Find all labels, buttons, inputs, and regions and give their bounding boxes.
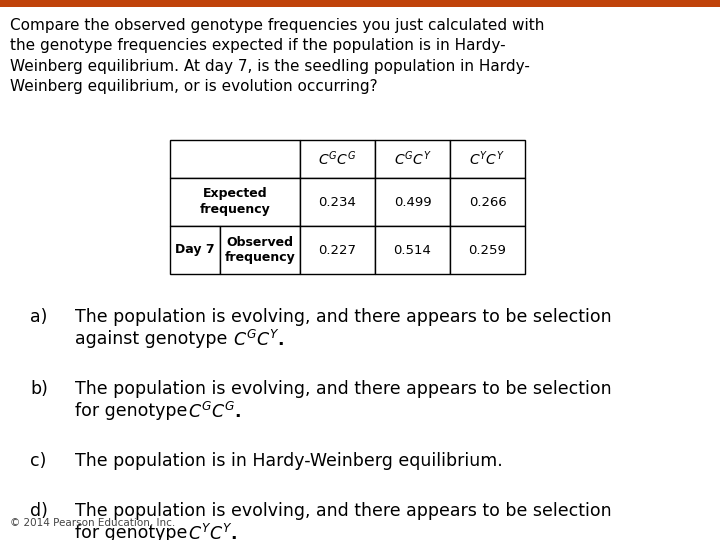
Text: d): d): [30, 502, 48, 520]
Bar: [450, 226, 525, 274]
Bar: [450, 140, 525, 178]
Text: © 2014 Pearson Education, Inc.: © 2014 Pearson Education, Inc.: [10, 518, 175, 528]
Bar: [300, 226, 375, 274]
Text: 0.499: 0.499: [394, 195, 431, 208]
Text: Compare the observed genotype frequencies you just calculated with
the genotype : Compare the observed genotype frequencie…: [10, 18, 544, 94]
Bar: [220, 226, 300, 274]
Text: $\mathit{C^YC^Y}$: $\mathit{C^YC^Y}$: [469, 150, 505, 168]
Text: $\mathit{C^GC^Y}$: $\mathit{C^GC^Y}$: [394, 150, 431, 168]
Text: 0.259: 0.259: [469, 244, 506, 256]
Bar: [170, 226, 220, 274]
Text: Observed
frequency: Observed frequency: [225, 235, 295, 265]
Bar: [170, 178, 300, 226]
Bar: [170, 140, 300, 178]
Text: for genotype: for genotype: [75, 402, 193, 420]
Text: a): a): [30, 308, 48, 326]
Bar: [300, 140, 375, 178]
Bar: [375, 178, 450, 226]
Text: 0.266: 0.266: [469, 195, 506, 208]
Text: c): c): [30, 452, 46, 470]
Text: 0.227: 0.227: [318, 244, 356, 256]
Text: The population is evolving, and there appears to be selection: The population is evolving, and there ap…: [75, 380, 611, 398]
Text: Expected
frequency: Expected frequency: [199, 187, 271, 217]
Text: The population is evolving, and there appears to be selection: The population is evolving, and there ap…: [75, 502, 611, 520]
Text: The population is evolving, and there appears to be selection: The population is evolving, and there ap…: [75, 308, 611, 326]
Text: $\mathit{C^YC^Y}$.: $\mathit{C^YC^Y}$.: [188, 524, 238, 540]
Text: Day 7: Day 7: [175, 244, 215, 256]
Bar: [375, 140, 450, 178]
Text: $\mathit{C^GC^G}$: $\mathit{C^GC^G}$: [318, 150, 356, 168]
Bar: [450, 178, 525, 226]
Text: 0.234: 0.234: [318, 195, 356, 208]
Text: b): b): [30, 380, 48, 398]
Text: $\mathit{C^GC^G}$.: $\mathit{C^GC^G}$.: [188, 402, 241, 422]
Text: for genotype: for genotype: [75, 524, 193, 540]
Text: 0.514: 0.514: [394, 244, 431, 256]
Bar: [375, 226, 450, 274]
Text: The population is in Hardy-Weinberg equilibrium.: The population is in Hardy-Weinberg equi…: [75, 452, 503, 470]
Text: against genotype: against genotype: [75, 330, 233, 348]
Text: $\mathit{C^GC^Y}$.: $\mathit{C^GC^Y}$.: [233, 330, 284, 350]
Bar: [300, 178, 375, 226]
Bar: [0, 0, 720, 7]
